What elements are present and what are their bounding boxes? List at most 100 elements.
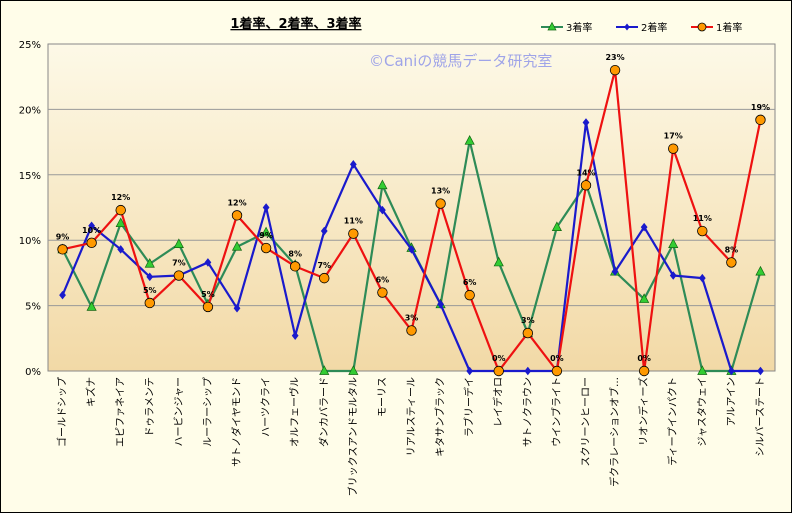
watermark-text: ©Caniの競馬データ研究室 [369,52,552,70]
data-label: 7% [317,261,331,270]
x-tick-label: シルバーステート [754,377,766,457]
legend-marker [697,22,707,32]
data-point [320,226,328,236]
data-label: 10% [82,226,101,235]
data-point [551,365,563,377]
x-tick-label: スクリーンヒーロー [580,377,592,467]
data-label: 0% [550,354,564,363]
data-label: 9% [259,231,273,240]
legend-label: 1着率 [716,21,742,34]
y-axis: 0% 5% 10% 15% 20% 25% [19,40,41,378]
legend-item: 3着率 [541,21,592,34]
data-point [551,221,562,231]
data-point [697,365,708,375]
data-point [493,256,504,267]
data-point [437,300,444,309]
data-point [115,204,126,216]
data-point [406,325,417,336]
data-point [464,135,475,145]
x-tick-label: ダンカバラード [317,377,330,447]
x-tick-label: ドゥラメンテ [144,377,156,437]
data-point [726,257,737,268]
data-point [524,366,532,376]
y-tick-label: 25% [19,40,41,51]
x-tick-label: デクラレーションオブ… [608,377,621,487]
data-point [146,272,154,282]
data-point [262,203,270,212]
data-point [261,226,272,237]
data-point [668,238,679,248]
data-labels: 9% 10% 12% 5% 7% 5% 12% 9% 8% 7% 11% 6% 3% 13% 6% 0% 3% 0… [56,53,770,363]
legend: 3着率 2着率 1着率 [541,21,742,34]
data-label: 11% [693,214,712,223]
x-tick-label: キズナ [85,377,98,407]
data-point [173,270,185,281]
data-point [582,118,590,127]
x-tick-label: オルフェーヴル [288,377,301,447]
gridlines [48,108,775,307]
data-label: 11% [344,217,363,226]
data-point [435,198,446,209]
data-point [466,366,474,376]
x-tick-label: ゴールドシップ [56,377,69,447]
data-point [757,366,764,376]
data-point [727,366,735,376]
data-point [144,297,155,309]
x-tick-label: レイデオロ [492,377,505,427]
data-point [86,301,97,311]
data-point [639,293,650,303]
data-point [377,287,388,298]
data-point [233,303,241,313]
data-label: 8% [288,249,302,258]
data-label: 3% [521,316,535,325]
x-tick-label: リアルスティール [407,377,418,456]
data-point [698,273,706,283]
x-tick-label: ジャスタウェイ [696,377,708,447]
data-point [59,290,66,300]
x-tick-label: ラブリーデイ [463,377,476,437]
data-label: 8% [725,245,739,254]
data-label: 3% [405,313,419,322]
x-tick-label: サトノダイヤモンド [230,377,243,467]
data-point [640,222,648,232]
data-point [144,257,155,268]
data-point [231,210,243,221]
data-point [173,238,184,248]
y-tick-label: 5% [25,302,41,313]
legend-label: 2着率 [641,21,667,34]
data-point [117,245,125,254]
data-point [348,365,359,375]
legend-marker [624,23,630,31]
data-point [755,114,766,126]
y-tick-label: 0% [25,367,41,378]
x-tick-label: ハービンジャー [173,377,185,447]
data-point [408,245,415,254]
data-point [349,160,357,169]
data-point [319,365,330,375]
data-label: 12% [111,193,130,202]
data-point [638,365,650,377]
data-label: 5% [201,290,215,299]
x-tick-label: ルーラーシップ [202,377,214,447]
data-point [231,240,243,251]
data-point [755,265,766,276]
data-point [86,237,97,249]
x-tick-label: モーリス [377,377,388,417]
data-point [204,258,212,267]
x-tick-label: ハーツクライ [260,377,272,437]
y-tick-label: 20% [19,105,41,116]
data-label: 19% [751,103,770,112]
data-label: 0% [492,354,506,363]
data-point [202,301,214,313]
data-label: 9% [56,232,70,241]
x-tick-label: ディープインパクト [666,377,679,466]
data-point [609,64,621,76]
data-point [379,205,386,215]
data-point [115,217,126,228]
legend-item: 1着率 [691,21,742,34]
plot-area [47,43,776,372]
data-point [57,244,68,255]
x-tick-label: ウインブライト [550,377,563,447]
